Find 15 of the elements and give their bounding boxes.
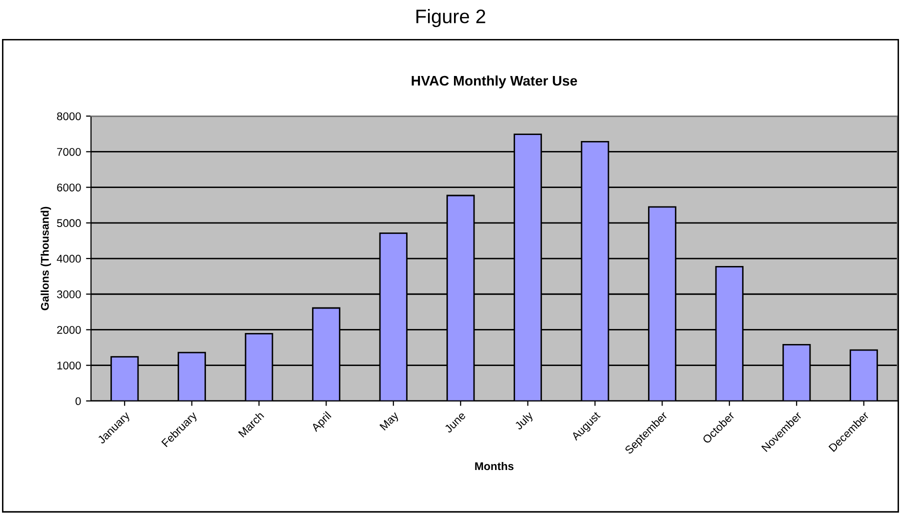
- caption: Figure 2: [416, 8, 486, 28]
- y-tick-label: 1000: [57, 362, 81, 370]
- y-tick-label: 8000: [57, 112, 81, 120]
- y-tick-label: 3000: [56, 290, 81, 298]
- y-tick-label: 7000: [57, 148, 81, 156]
- y-tick-label: 4000: [56, 254, 81, 263]
- x-tick-label: July: [514, 410, 536, 432]
- y-tick-label: 0: [76, 397, 81, 406]
- x-axis-title: Months: [475, 462, 514, 470]
- y-tick-label: 5000: [57, 219, 81, 228]
- y-tick-label: 6000: [57, 184, 81, 192]
- y-axis-title: Gallons (Thousand): [40, 206, 52, 310]
- y-tick-label: 2000: [57, 326, 81, 334]
- chart-title: HVAC Monthly Water Use: [412, 75, 578, 88]
- x-tick-label: May: [379, 410, 401, 432]
